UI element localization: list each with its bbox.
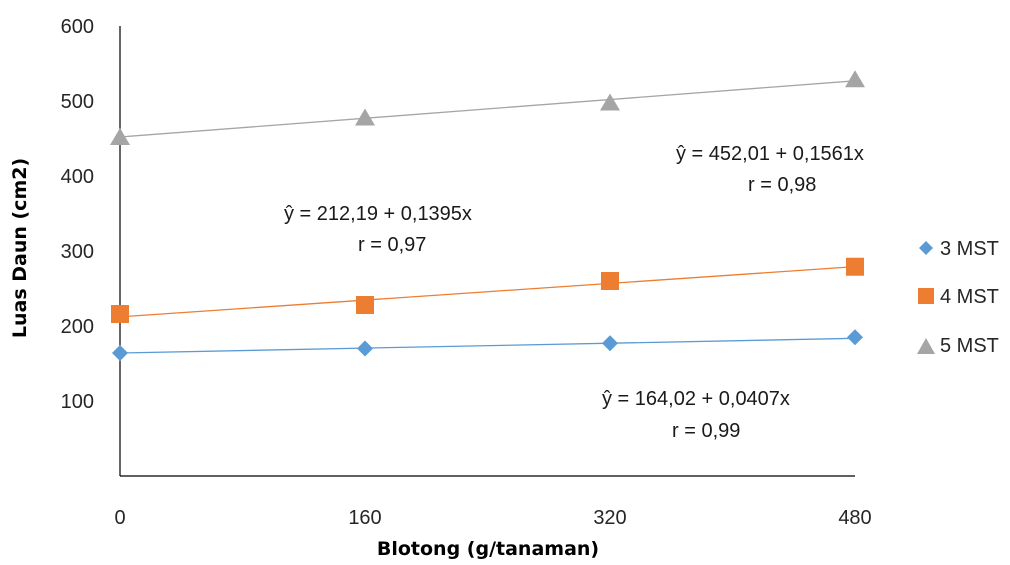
trendline-3mst bbox=[119, 337, 856, 354]
legend-item-4mst: 4 MST bbox=[918, 286, 999, 308]
x-tick-label: 480 bbox=[838, 507, 871, 529]
data-point-4mst bbox=[111, 305, 129, 323]
legend-item-5mst: 5 MST bbox=[917, 335, 999, 357]
data-point-4mst bbox=[846, 257, 864, 276]
legend-triangle-icon bbox=[917, 338, 935, 354]
equation-4mst: ŷ = 212,19 + 0,1395x bbox=[284, 203, 472, 225]
r-value-4mst: r = 0,97 bbox=[358, 234, 426, 256]
data-point-3mst bbox=[112, 345, 128, 361]
legend: 3 MST 4 MST 5 MST bbox=[917, 238, 999, 357]
data-point-4mst bbox=[356, 296, 374, 314]
data-point-3mst bbox=[602, 335, 618, 352]
legend-item-3mst: 3 MST bbox=[919, 238, 999, 260]
data-point-3mst bbox=[847, 329, 863, 346]
data-point-5mst bbox=[355, 108, 375, 126]
data-point-5mst bbox=[845, 70, 865, 88]
y-tick-label: 400 bbox=[61, 166, 94, 188]
data-point-3mst bbox=[357, 340, 373, 357]
data-markers bbox=[110, 70, 865, 361]
legend-label-4mst: 4 MST bbox=[940, 286, 999, 308]
y-tick-labels: 100 200 300 400 500 600 bbox=[61, 16, 94, 413]
x-tick-label: 0 bbox=[114, 507, 125, 529]
equation-3mst: ŷ = 164,02 + 0,0407x bbox=[602, 388, 790, 410]
legend-square-icon bbox=[918, 288, 934, 304]
y-tick-label: 600 bbox=[61, 16, 94, 38]
x-tick-labels: 0 160 320 480 bbox=[114, 507, 871, 529]
r-value-3mst: r = 0,99 bbox=[672, 420, 740, 442]
legend-label-5mst: 5 MST bbox=[940, 335, 999, 357]
trendlines bbox=[119, 80, 856, 354]
trendline-5mst bbox=[119, 80, 856, 138]
x-tick-label: 320 bbox=[593, 507, 626, 529]
axes bbox=[119, 26, 855, 477]
legend-label-3mst: 3 MST bbox=[940, 238, 999, 260]
trendline-4mst bbox=[119, 265, 856, 318]
legend-diamond-icon bbox=[919, 241, 933, 255]
equation-5mst: ŷ = 452,01 + 0,1561x bbox=[676, 143, 864, 165]
x-tick-label: 160 bbox=[348, 507, 381, 529]
data-point-4mst bbox=[601, 272, 619, 290]
data-point-5mst bbox=[110, 128, 130, 145]
y-tick-label: 200 bbox=[61, 316, 94, 338]
y-tick-label: 100 bbox=[61, 391, 94, 413]
y-tick-label: 300 bbox=[61, 241, 94, 263]
y-axis-title: Luas Daun (cm2) bbox=[9, 158, 31, 338]
data-point-5mst bbox=[600, 93, 620, 111]
r-value-5mst: r = 0,98 bbox=[748, 174, 816, 196]
y-tick-label: 500 bbox=[61, 91, 94, 113]
equation-annotations: ŷ = 452,01 + 0,1561x r = 0,98 ŷ = 212,19… bbox=[284, 143, 864, 442]
x-axis-title: Blotong (g/tanaman) bbox=[377, 538, 599, 560]
